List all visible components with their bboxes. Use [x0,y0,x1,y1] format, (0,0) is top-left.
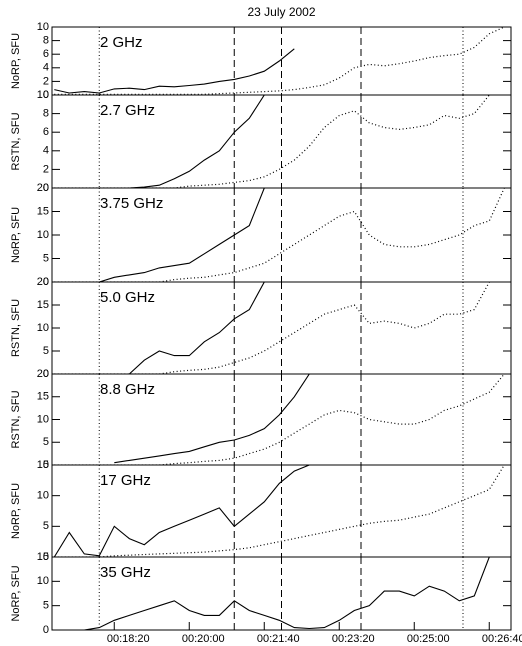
panel-label: 2.7 GHz [100,102,155,119]
y-tick-label: 2 [43,75,49,87]
y-tick-label: 15 [37,459,49,471]
y-tick-label: 8 [43,35,49,47]
y-tick-label: 15 [37,391,49,403]
y-tick-label: 6 [43,48,49,60]
y-tick-label: 10 [37,575,49,587]
panel-frame [51,556,512,631]
y-axis-label: NoRP, SFU [10,33,22,89]
x-tick-label: 00:26:40 [482,633,522,645]
x-tick-label: 00:25:00 [407,633,450,645]
y-tick-label: 20 [37,182,49,194]
series-line [54,374,505,465]
x-tick-label: 00:20:00 [182,633,225,645]
y-tick-label: 5 [43,600,49,612]
y-tick-label: 5 [43,436,49,448]
y-tick-label: 5 [43,345,49,357]
y-tick-label: 10 [37,89,49,101]
y-tick-label: 15 [37,205,49,217]
y-tick-label: 10 [37,322,49,334]
panel-label: 2 GHz [100,34,143,51]
y-tick-label: 0 [43,459,49,471]
y-tick-label: 6 [43,126,49,138]
y-tick-label: 2 [43,163,49,175]
x-tick-label: 00:23:20 [332,633,375,645]
y-tick-label: 0 [43,89,49,101]
panel-label: 17 GHz [100,472,151,489]
y-axis-label: NoRP, SFU [10,483,22,539]
y-axis-label: NoRP, SFU [10,207,22,263]
series-line [128,282,265,374]
y-tick-label: 10 [37,21,49,33]
x-tick-label: 00:21:40 [257,633,300,645]
y-tick-label: 5 [43,520,49,532]
series-line [54,95,265,188]
y-tick-label: 10 [37,413,49,425]
series-line [54,188,265,282]
panel-label: 8.8 GHz [100,381,155,398]
y-tick-label: 0 [43,368,49,380]
y-tick-label: 15 [37,299,49,311]
panel-label: 3.75 GHz [100,195,163,212]
series-line [54,95,490,188]
panel-label: 35 GHz [100,564,151,581]
chart-title: 23 July 2002 [247,5,315,19]
y-tick-label: 4 [43,62,49,74]
y-tick-label: 0 [43,551,49,563]
y-tick-label: 20 [37,276,49,288]
y-tick-label: 8 [43,108,49,120]
y-axis-label: RSTN, SFU [10,112,22,170]
series-line [54,557,490,630]
y-tick-label: 4 [43,145,49,157]
panel-label: 5.0 GHz [100,289,155,306]
y-axis-label: NoRP, SFU [10,565,22,621]
y-tick-label: 10 [37,490,49,502]
y-tick-label: 0 [43,624,49,636]
y-axis-label: RSTN, SFU [10,299,22,357]
y-tick-label: 0 [43,276,49,288]
series-line [114,374,310,464]
y-tick-label: 20 [37,368,49,380]
x-tick-label: 00:18:20 [107,633,150,645]
series-line [53,465,310,557]
series-line [54,48,295,94]
y-axis-label: RSTN, SFU [10,390,22,448]
y-tick-label: 15 [37,551,49,563]
y-tick-label: 10 [37,229,49,241]
y-tick-label: 5 [43,252,49,264]
series-line [54,465,505,557]
y-tick-label: 0 [43,182,49,194]
